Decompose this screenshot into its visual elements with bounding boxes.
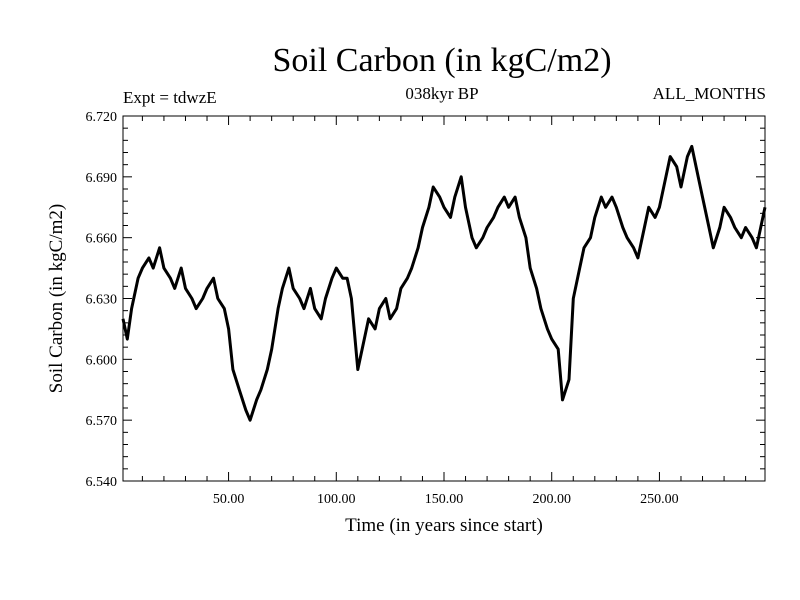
x-tick-label: 150.00 — [425, 492, 464, 507]
months-label: ALL_MONTHS — [652, 84, 766, 103]
y-tick-label: 6.720 — [86, 110, 118, 125]
x-tick-label: 250.00 — [640, 492, 679, 507]
y-tick-label: 6.600 — [86, 353, 118, 368]
tick-labels: 50.00 100.00 150.00 200.00 250.00 6.540 6.570 6… — [86, 110, 679, 507]
y-tick-label: 6.540 — [86, 475, 118, 490]
x-tick-label: 200.00 — [532, 492, 571, 507]
y-tick-label: 6.690 — [86, 171, 118, 186]
y-axis-title: Soil Carbon (in kgC/m2) — [46, 204, 67, 393]
experiment-label: Expt = tdwzE — [123, 88, 217, 107]
chart-title: Soil Carbon (in kgC/m2) — [272, 42, 612, 79]
period-label: 038kyr BP — [405, 84, 479, 103]
series-line — [121, 144, 767, 422]
y-tick-label: 6.630 — [86, 293, 118, 308]
axis-ticks — [123, 115, 765, 482]
x-axis-title: Time (in years since start) — [345, 515, 543, 536]
y-tick-label: 6.660 — [86, 232, 118, 247]
y-tick-label: 6.570 — [86, 414, 118, 429]
x-tick-label: 50.00 — [213, 492, 245, 507]
x-tick-label: 100.00 — [317, 492, 356, 507]
